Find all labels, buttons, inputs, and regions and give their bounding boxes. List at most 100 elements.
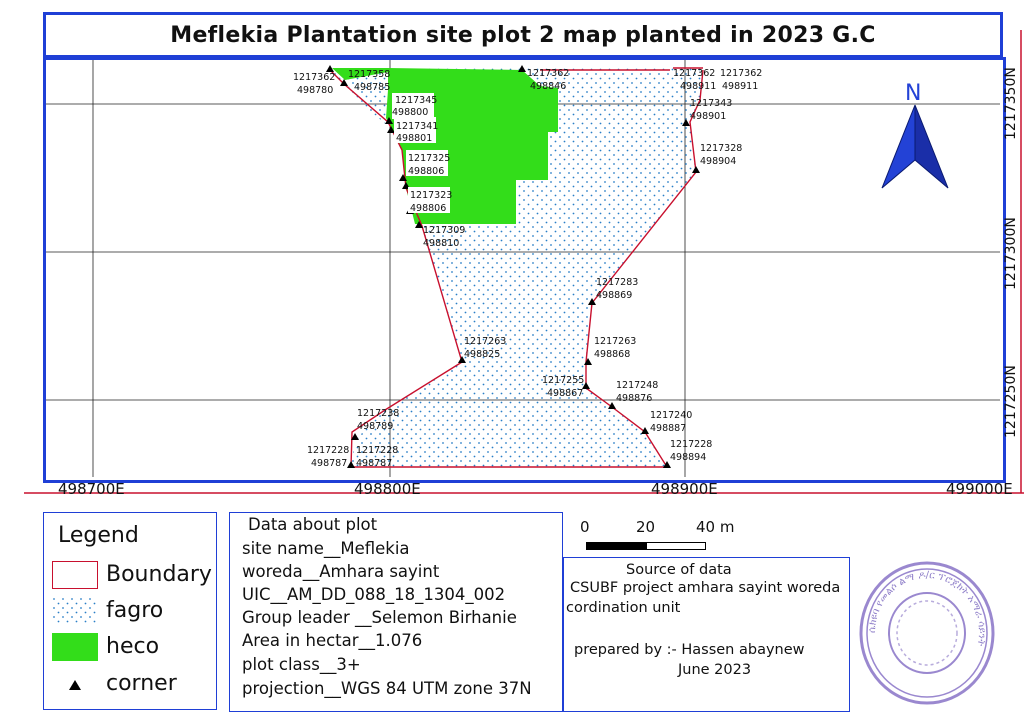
prepared-by: prepared by :- Hassen abaynew: [574, 642, 805, 658]
plot-info-line: UIC__AM_DD_088_18_1304_002: [242, 585, 506, 604]
source-line: CSUBF project amhara sayint woreda: [570, 580, 841, 596]
plot-info-heading: Data about plot: [248, 515, 378, 534]
corner-marker: [518, 65, 526, 72]
legend-label-corner: corner: [106, 671, 177, 696]
plot-info-panel: Data about plot site name__Meflekia wore…: [229, 512, 563, 712]
corner-label-e: 498806: [408, 166, 444, 177]
north-label: N: [905, 81, 921, 106]
corner-markers: [326, 65, 700, 468]
stamp-text: ሴክዩባ የመልሶ ልማ ዶ/ር ፕሮጀክት አማራ ሳይንት: [867, 570, 987, 647]
corner-label-e: 498901: [690, 111, 726, 122]
legend-swatch-heco: [52, 633, 98, 661]
x-tick-label: 498800E: [354, 480, 421, 498]
corner-label-n: 1217362: [527, 68, 569, 79]
corner-label-n: 1217283: [596, 277, 638, 288]
plot-info-line: projection__WGS 84 UTM zone 37N: [242, 679, 532, 698]
y-tick-label: 1217300N: [1003, 217, 1019, 290]
corner-label-e: 498904: [700, 156, 736, 167]
corner-marker: [584, 358, 592, 365]
x-tick-label: 498900E: [651, 480, 718, 498]
corner-marker: [588, 298, 596, 305]
x-tick-label: 498700E: [58, 480, 125, 498]
corner-marker: [415, 221, 423, 228]
corner-label-e: 498846: [530, 81, 566, 92]
scale-bar: 0 20 40 m: [580, 512, 760, 552]
corner-label-e: 498810: [423, 238, 459, 249]
source-heading: Source of data: [626, 562, 732, 578]
legend-swatch-boundary: [52, 561, 98, 589]
corner-label-e: 498780: [297, 85, 333, 96]
source-line: cordination unit: [566, 600, 681, 616]
corner-label-n: 1217238: [357, 408, 399, 419]
corner-label-n: 1217228: [670, 439, 712, 450]
corner-marker: [663, 461, 671, 468]
map-title: Meflekia Plantation site plot 2 map plan…: [170, 22, 876, 48]
corner-marker: [385, 117, 393, 124]
corner-label-e: 498787: [311, 458, 347, 469]
corner-marker: [692, 166, 700, 173]
corner-marker: [641, 427, 649, 434]
plot-info-line: Group leader __Selemon Birhanie: [242, 608, 517, 627]
corner-label-n: 1217255: [542, 375, 584, 386]
corner-marker: [582, 382, 590, 389]
corner-label-n: 1217345: [395, 95, 437, 106]
corner-label-e: 498894: [670, 452, 706, 463]
boundary-lines: [329, 67, 704, 468]
x-tick-label: 499000E: [946, 480, 1013, 498]
corner-label-n: 1217362: [293, 72, 335, 83]
map-title-box: Meflekia Plantation site plot 2 map plan…: [43, 12, 1003, 58]
plot-info-line: woreda__Amhara sayint: [242, 562, 440, 581]
legend-panel: Legend Boundary fagro heco corner: [43, 512, 217, 710]
prepared-date: June 2023: [678, 662, 752, 678]
corner-marker: [326, 65, 334, 72]
corner-label-e: 498789: [357, 421, 393, 432]
corner-label-e: 498800: [392, 107, 428, 118]
north-arrow: N: [881, 81, 949, 189]
corner-label-n: 1217228: [356, 445, 398, 456]
corner-label-e: 498876: [616, 393, 652, 404]
corner-label-n: 1217343: [690, 98, 732, 109]
legend-label-fagro: fagro: [106, 598, 164, 623]
corner-marker: [458, 356, 466, 363]
y-tick-label: 1217250N: [1003, 365, 1019, 438]
corner-label-e: 498801: [396, 133, 432, 144]
corner-label-n: 1217240: [650, 410, 692, 421]
scale-segment-white: [646, 542, 706, 550]
corner-marker: [351, 433, 359, 440]
plot-info-line: Area in hectar__1.076: [242, 631, 423, 650]
corner-label-n: 1217323: [410, 190, 452, 201]
legend-title: Legend: [58, 523, 139, 548]
heco-area: [332, 68, 558, 224]
scale-label: 20: [636, 518, 656, 536]
svg-text:ሴክዩባ የመልሶ ልማ ዶ/ር ፕሮጀክት አማራ ሳይን: ሴክዩባ የመልሶ ልማ ዶ/ር ፕሮጀክት አማራ ሳይንት: [867, 570, 987, 647]
corner-marker: [399, 174, 407, 181]
y-tick-label: 1217350N: [1003, 67, 1019, 140]
legend-label-heco: heco: [106, 634, 160, 659]
corner-label-e: 498825: [464, 349, 500, 360]
corner-label-e: 498806: [410, 203, 446, 214]
corner-label-e: 498911: [680, 81, 716, 92]
corner-labels: 1217362 498780 1217358 498785 1217345 49…: [293, 68, 762, 469]
plot-info-line: plot class__3+: [242, 655, 361, 674]
corner-label-n: 1217309: [423, 225, 465, 236]
legend-label-boundary: Boundary: [106, 562, 212, 587]
scale-label: 0: [580, 518, 590, 536]
corner-marker: [340, 79, 348, 86]
corner-marker: [347, 461, 355, 468]
corner-label-e: 498787: [356, 458, 392, 469]
legend-swatch-corner: [69, 680, 81, 690]
source-panel: Source of data CSUBF project amhara sayi…: [563, 557, 850, 712]
corner-label-n: 1217248: [616, 380, 658, 391]
corner-label-e: 498887: [650, 423, 686, 434]
scale-label: 40 m: [696, 518, 735, 536]
plot-info-line: site name__Meflekia: [242, 539, 410, 558]
scale-segment-black: [586, 542, 646, 550]
corner-label-n: 1217362: [673, 68, 715, 79]
corner-label-n: 1217228: [307, 445, 349, 456]
corner-label-n: 1217263: [594, 336, 636, 347]
corner-label-n: 1217358: [348, 69, 390, 80]
corner-label-e: 498869: [596, 290, 632, 301]
corner-label-e: 498868: [594, 349, 630, 360]
corner-label-e: 498911: [722, 81, 758, 92]
corner-label-n: 1217341: [396, 121, 438, 132]
